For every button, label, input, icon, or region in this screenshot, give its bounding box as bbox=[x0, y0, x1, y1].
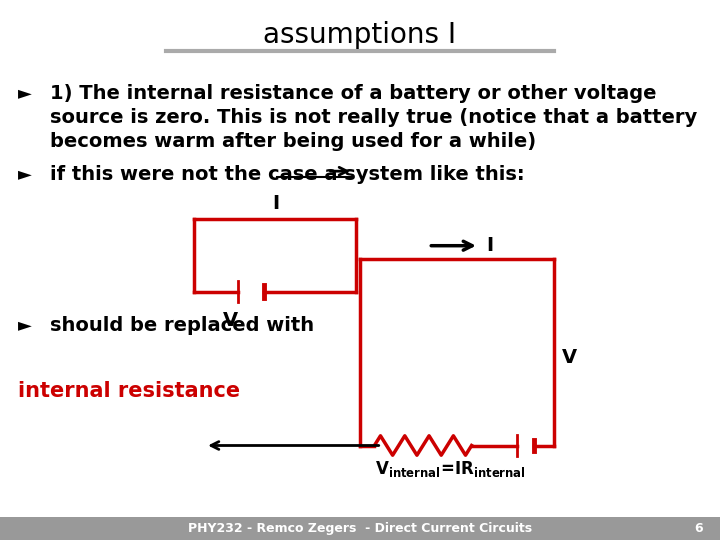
Text: ►: ► bbox=[18, 84, 32, 102]
Text: I: I bbox=[272, 194, 279, 213]
Text: I: I bbox=[486, 236, 493, 255]
Text: V: V bbox=[222, 310, 238, 329]
Text: ►: ► bbox=[18, 316, 32, 334]
Text: PHY232 - Remco Zegers  - Direct Current Circuits: PHY232 - Remco Zegers - Direct Current C… bbox=[188, 522, 532, 535]
Text: source is zero. This is not really true (notice that a battery: source is zero. This is not really true … bbox=[50, 108, 698, 127]
Text: 1) The internal resistance of a battery or other voltage: 1) The internal resistance of a battery … bbox=[50, 84, 657, 103]
Text: should be replaced with: should be replaced with bbox=[50, 316, 315, 335]
Text: ►: ► bbox=[18, 165, 32, 183]
FancyBboxPatch shape bbox=[0, 517, 720, 540]
Text: if this were not the case a system like this:: if this were not the case a system like … bbox=[50, 165, 525, 184]
Text: internal resistance: internal resistance bbox=[18, 381, 240, 401]
Text: 6: 6 bbox=[694, 522, 703, 535]
Text: $\mathregular{V_{internal}}$=IR$\mathregular{_{internal}}$: $\mathregular{V_{internal}}$=IR$\mathreg… bbox=[374, 459, 526, 479]
Text: becomes warm after being used for a while): becomes warm after being used for a whil… bbox=[50, 132, 536, 151]
Text: assumptions I: assumptions I bbox=[264, 21, 456, 49]
Text: V: V bbox=[562, 348, 577, 367]
